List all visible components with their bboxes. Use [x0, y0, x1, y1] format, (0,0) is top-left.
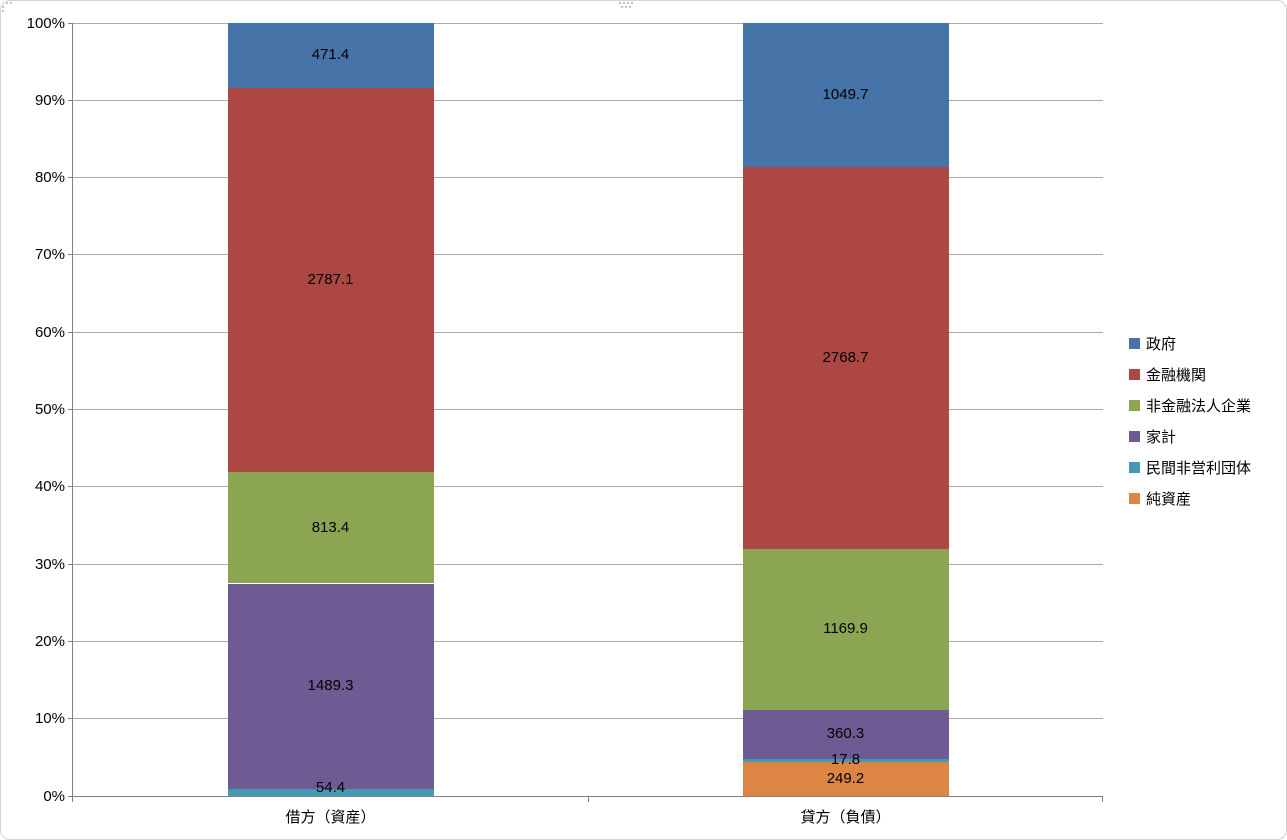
legend-swatch: [1129, 493, 1140, 504]
y-axis-tick: [68, 409, 72, 410]
y-axis-tick-label: 100%: [26, 14, 65, 32]
y-axis-tick: [68, 254, 72, 256]
gridline-10%: [73, 718, 1103, 720]
bar-segment[interactable]: [742, 759, 949, 762]
legend-label: 家計: [1146, 429, 1177, 446]
bar-segment[interactable]: [742, 548, 949, 710]
legend-label: 金融機関: [1146, 367, 1207, 384]
bar-segment[interactable]: [742, 709, 949, 760]
y-axis-tick-label: 70%: [34, 246, 65, 264]
legend-swatch: [1129, 369, 1140, 380]
legend-swatch: [1129, 462, 1140, 473]
gridline-40%: [73, 486, 1103, 488]
legend-label: 純資産: [1146, 491, 1192, 508]
y-axis-tick-label: 80%: [34, 169, 65, 187]
legend-label: 政府: [1146, 336, 1177, 353]
legend-label: 非金融法人企業: [1146, 398, 1252, 415]
gridline-70%: [73, 254, 1103, 256]
bar-segment[interactable]: [742, 761, 949, 796]
legend-item-非金融法人企業[interactable]: 非金融法人企業: [1129, 390, 1251, 421]
bar-segment[interactable]: [742, 23, 949, 168]
gridline-90%: [73, 99, 1103, 101]
y-axis-tick: [68, 99, 72, 101]
bar-segment[interactable]: [742, 167, 949, 549]
x-axis-category-label: 貸方（負債）: [800, 809, 891, 826]
y-axis-tick-label: 30%: [34, 555, 65, 573]
y-axis-tick: [68, 795, 72, 797]
x-axis-tick: [588, 796, 589, 802]
legend-item-家計[interactable]: 家計: [1129, 421, 1251, 452]
gridline-30%: [73, 563, 1103, 565]
y-axis-tick: [68, 486, 72, 488]
y-axis-tick-label: 40%: [34, 478, 65, 496]
selection-handle-top-left[interactable]: [2, 2, 12, 12]
legend-item-純資産[interactable]: 純資産: [1129, 483, 1251, 514]
legend-item-民間非営利団体[interactable]: 民間非営利団体: [1129, 452, 1251, 483]
legend-item-金融機関[interactable]: 金融機関: [1129, 359, 1251, 390]
selection-handle-top-center[interactable]: [619, 2, 635, 8]
gridline-20%: [73, 640, 1103, 642]
x-axis-tick: [72, 796, 73, 802]
legend: 政府金融機関非金融法人企業 家計民間非営利団体 純資産: [1129, 328, 1251, 514]
legend-label: 民間非営利団体: [1146, 460, 1252, 477]
bar-segment[interactable]: [227, 471, 434, 584]
x-axis-line: [72, 796, 1103, 797]
bar-segment[interactable]: [227, 87, 434, 472]
y-axis-tick-label: 90%: [34, 91, 65, 109]
y-axis-tick-label: 60%: [34, 323, 65, 341]
y-axis-tick-label: 50%: [34, 401, 65, 418]
y-axis-tick-label: 10%: [34, 710, 65, 728]
y-axis-tick: [68, 22, 72, 24]
legend-swatch: [1129, 338, 1140, 349]
y-axis-tick: [68, 640, 72, 642]
legend-swatch: [1129, 431, 1140, 442]
y-axis-tick: [68, 563, 72, 565]
y-axis-tick: [68, 177, 72, 179]
legend-swatch: [1129, 400, 1140, 411]
bar-segment[interactable]: [227, 788, 434, 796]
y-axis-tick-label: 20%: [34, 632, 65, 650]
y-axis-line: [72, 23, 73, 796]
y-axis-tick-label: 0%: [43, 787, 65, 805]
y-axis-tick: [68, 718, 72, 720]
gridline-80%: [73, 177, 1103, 179]
bar-segment[interactable]: [227, 583, 434, 789]
gridline-60%: [73, 331, 1103, 333]
gridline-100%: [73, 22, 1103, 24]
gridline-50%: [73, 409, 1103, 410]
x-axis-tick: [1102, 796, 1103, 802]
bar-segment[interactable]: [227, 23, 434, 88]
x-axis-category-label: 借方（資産）: [285, 809, 376, 826]
legend-item-政府[interactable]: 政府: [1129, 328, 1251, 359]
y-axis-tick: [68, 331, 72, 333]
